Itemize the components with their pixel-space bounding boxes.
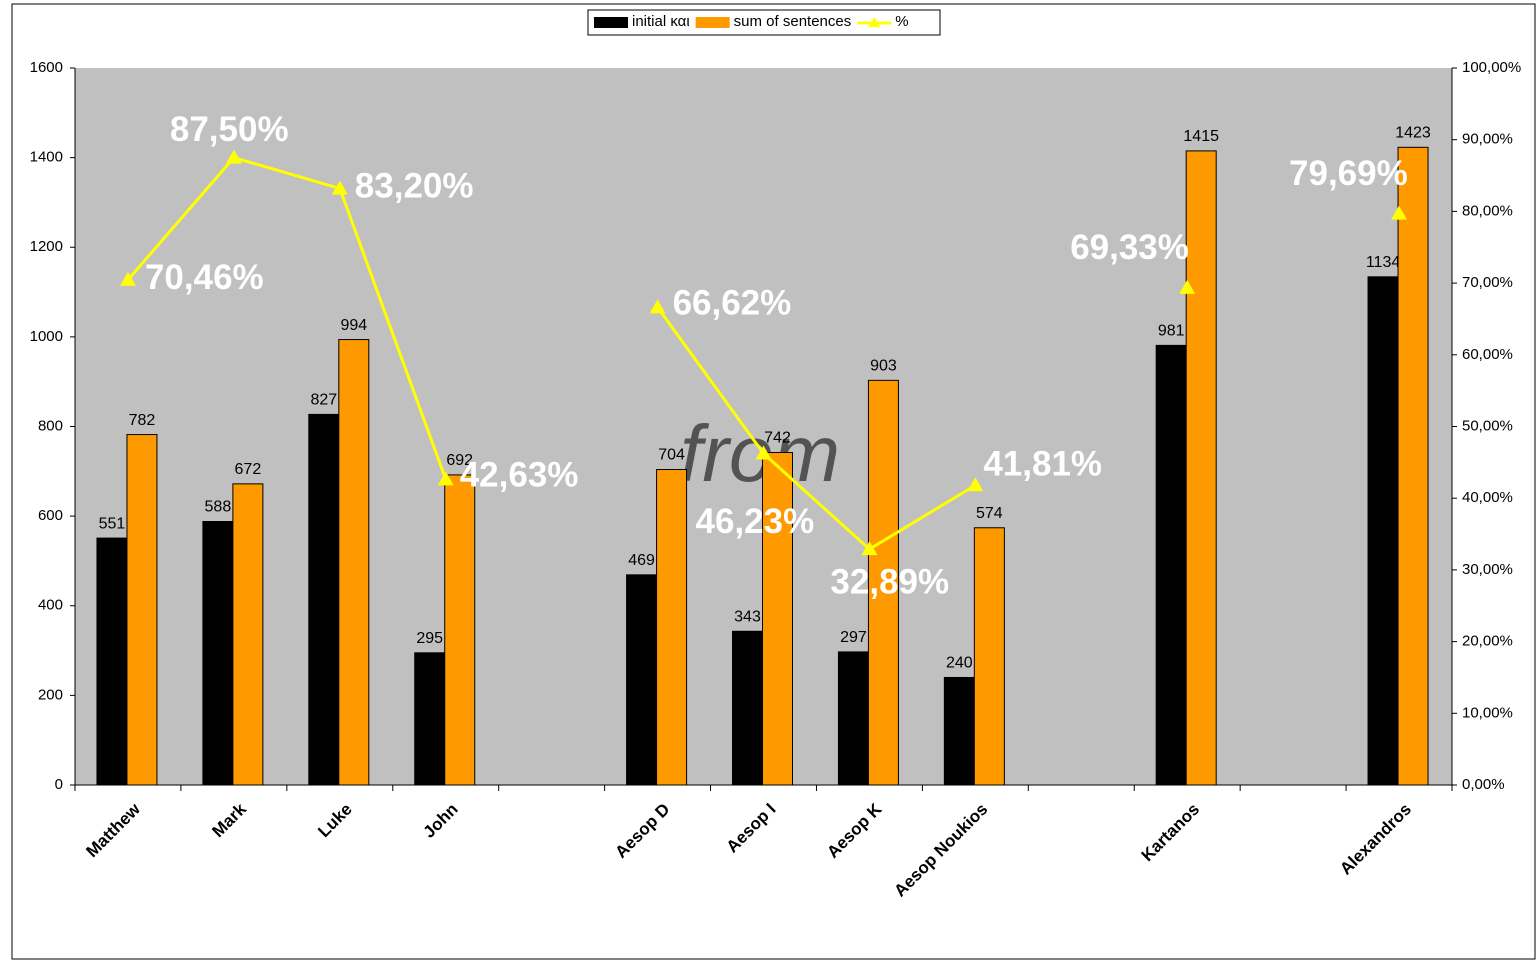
bar-value-label: 469 <box>628 552 655 569</box>
bar-value-label: 343 <box>734 609 761 626</box>
line-marker <box>861 541 878 556</box>
bar-value-label: 742 <box>764 430 791 447</box>
y2-tick-label: 50,00% <box>1462 417 1513 434</box>
y-tick-label: 1400 <box>30 149 63 166</box>
bar <box>867 379 899 786</box>
legend-label: initial και <box>632 13 690 30</box>
percent-label: 42,63% <box>460 456 579 495</box>
bar <box>626 574 658 786</box>
bar <box>1185 150 1217 786</box>
line-marker <box>225 149 242 164</box>
y2-tick-label: 60,00% <box>1462 346 1513 363</box>
y-tick-label: 800 <box>38 417 63 434</box>
line-marker <box>437 471 454 486</box>
percent-label: 41,81% <box>983 444 1102 483</box>
bar <box>232 483 264 786</box>
bar <box>126 434 158 786</box>
y-tick-label: 1600 <box>30 59 63 76</box>
percent-label: 69,33% <box>1070 228 1189 267</box>
y-tick-label: 400 <box>38 597 63 614</box>
line-marker <box>967 477 984 492</box>
bar-value-label: 574 <box>976 505 1003 522</box>
y-tick-label: 1000 <box>30 328 63 345</box>
y2-tick-label: 30,00% <box>1462 561 1513 578</box>
bar <box>1367 276 1399 786</box>
percent-label: 83,20% <box>355 167 474 206</box>
y2-tick-label: 20,00% <box>1462 633 1513 650</box>
line-marker <box>119 271 136 286</box>
bar-value-label: 704 <box>658 447 685 464</box>
y2-tick-label: 90,00% <box>1462 131 1513 148</box>
percent-label: 79,69% <box>1289 154 1408 193</box>
legend-swatch <box>868 17 881 27</box>
y2-tick-label: 0,00% <box>1462 776 1505 793</box>
y-tick-label: 600 <box>38 507 63 524</box>
y-tick-label: 1200 <box>30 238 63 255</box>
bar-value-label: 1415 <box>1183 128 1219 145</box>
bar <box>973 527 1005 786</box>
bar-value-label: 588 <box>205 499 232 516</box>
bar-value-label: 240 <box>946 655 973 672</box>
bar-value-label: 297 <box>840 629 867 646</box>
bar-value-label: 692 <box>446 452 473 469</box>
y2-tick-label: 10,00% <box>1462 704 1513 721</box>
y-tick-label: 0 <box>55 776 63 793</box>
y2-tick-label: 40,00% <box>1462 489 1513 506</box>
bar <box>1155 344 1187 786</box>
percent-label: 46,23% <box>696 502 815 541</box>
y2-tick-label: 70,00% <box>1462 274 1513 291</box>
percent-label: 32,89% <box>830 562 949 601</box>
bar-value-label: 981 <box>1158 323 1185 340</box>
bar-value-label: 782 <box>129 412 156 429</box>
bar-value-label: 827 <box>310 392 337 409</box>
y2-tick-label: 80,00% <box>1462 202 1513 219</box>
line-marker <box>331 180 348 195</box>
bar <box>837 651 869 786</box>
bar-value-label: 1423 <box>1395 125 1431 142</box>
bar <box>338 339 370 786</box>
bar <box>656 469 688 786</box>
legend-swatch <box>594 17 628 28</box>
line-marker <box>649 299 666 314</box>
bar-value-label: 672 <box>235 461 262 478</box>
bar-value-label: 1134 <box>1366 254 1401 271</box>
bar-value-label: 903 <box>870 358 897 375</box>
legend-swatch <box>695 17 730 28</box>
percent-label: 87,50% <box>170 110 289 149</box>
y2-tick-label: 100,00% <box>1462 59 1521 76</box>
bar <box>96 537 128 786</box>
bar <box>444 474 476 786</box>
percent-label: 70,46% <box>145 258 264 297</box>
bar <box>202 521 234 786</box>
bar <box>943 676 975 786</box>
bar <box>762 451 793 786</box>
bar <box>732 630 763 786</box>
y-tick-label: 200 <box>38 686 63 703</box>
bar-value-label: 994 <box>340 317 367 334</box>
bar-value-label: 295 <box>416 630 443 647</box>
legend-label: % <box>895 13 908 30</box>
bar <box>1397 146 1429 786</box>
line-marker <box>1391 205 1408 220</box>
percent-label: 66,62% <box>673 284 792 323</box>
line-marker <box>755 445 772 460</box>
bar <box>308 413 340 786</box>
line-marker <box>1179 279 1196 294</box>
bar <box>414 652 446 786</box>
legend-label: sum of sentences <box>734 13 852 30</box>
bar-value-label: 551 <box>99 515 126 532</box>
